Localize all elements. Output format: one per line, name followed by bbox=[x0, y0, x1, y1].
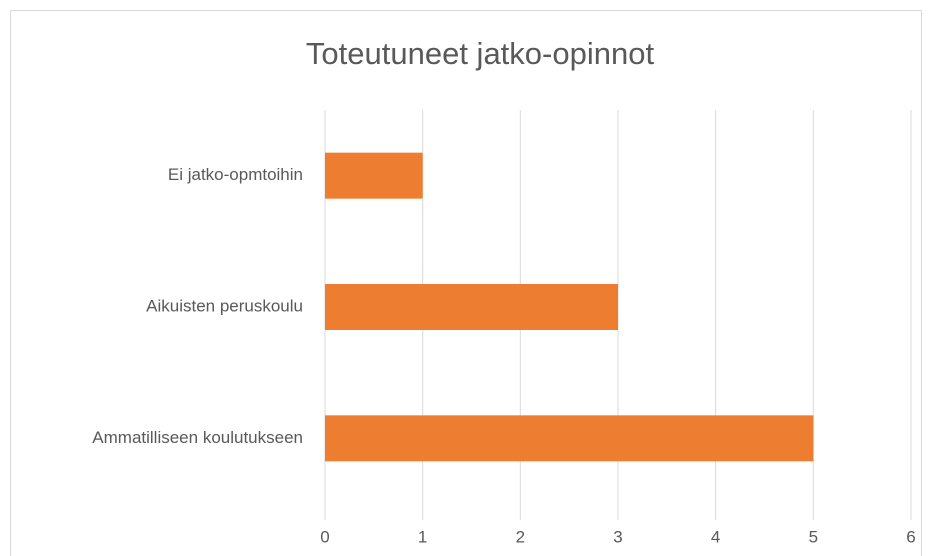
chart-border bbox=[10, 10, 922, 556]
x-tick-label: 0 bbox=[320, 527, 329, 546]
x-tick-label: 4 bbox=[711, 527, 720, 546]
y-tick-label: Ei jatko-opmtoihin bbox=[168, 165, 303, 184]
y-tick-label: Ammatilliseen koulutukseen bbox=[92, 428, 303, 447]
bar bbox=[325, 152, 423, 199]
chart-title: Toteutuneet jatko-opinnot bbox=[306, 36, 655, 71]
bar bbox=[325, 415, 814, 462]
x-tick-label: 3 bbox=[613, 527, 622, 546]
x-tick-label: 6 bbox=[906, 527, 915, 546]
bar bbox=[325, 284, 618, 330]
x-tick-label: 5 bbox=[809, 527, 818, 546]
x-tick-label: 2 bbox=[516, 527, 525, 546]
y-tick-label: Aikuisten peruskoulu bbox=[146, 296, 303, 315]
x-tick-label: 1 bbox=[418, 527, 427, 546]
